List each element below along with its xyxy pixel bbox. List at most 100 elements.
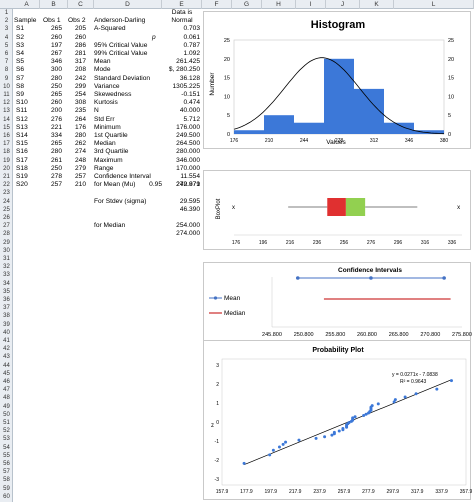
row-header-11[interactable]: 11 (3, 92, 10, 98)
stat-value[interactable]: 40.000 (179, 107, 200, 115)
column-header-l[interactable]: L (394, 0, 474, 9)
data-is-normal-line1[interactable]: Data is (171, 9, 193, 16)
row-header-5[interactable]: 5 (4, 42, 9, 49)
obs2-value[interactable]: 262 (74, 140, 86, 148)
boxplot-chart[interactable]: BoxPlot x x 176 196 216 236 256 276 296 316 336 (203, 170, 471, 250)
stat-label[interactable]: Maximum (94, 156, 123, 164)
row-header-8[interactable]: 8 (4, 67, 9, 74)
obs1-value[interactable]: 276 (50, 115, 62, 123)
column-header-b[interactable]: B (40, 0, 68, 9)
row-header-3[interactable]: 3 (4, 26, 9, 33)
obs1-value[interactable]: 280 (50, 148, 62, 156)
obs1-value[interactable]: 265 (50, 91, 62, 98)
confidence-intervals-chart[interactable]: Confidence Intervals Mean Median 245.800… (203, 262, 472, 342)
sample-name[interactable]: S9 (16, 91, 25, 98)
row-header-51[interactable]: 51 (3, 420, 10, 426)
header-obs1[interactable]: Obs 1 (43, 17, 61, 25)
row-header-28[interactable]: 28 (3, 231, 10, 238)
row-header-21[interactable]: 21 (3, 174, 10, 180)
row-header-7[interactable]: 7 (4, 59, 9, 66)
obs2-value[interactable]: 210 (74, 181, 86, 189)
sample-name[interactable]: S18 (16, 164, 28, 172)
sample-name[interactable]: S19 (16, 173, 28, 180)
column-header-g[interactable]: G (232, 0, 262, 9)
sample-name[interactable]: S16 (16, 148, 28, 156)
stat-value[interactable]: 1305.225 (172, 82, 200, 90)
obs2-value[interactable]: 280 (74, 132, 86, 139)
sample-name[interactable]: S8 (16, 82, 25, 90)
row-header-18[interactable]: 18 (3, 149, 10, 156)
obs1-value[interactable]: 250 (50, 82, 62, 90)
obs2-value[interactable]: 279 (74, 164, 86, 172)
column-header-i[interactable]: I (296, 0, 326, 9)
row-header-6[interactable]: 6 (4, 51, 9, 57)
row-header-52[interactable]: 52 (3, 428, 10, 435)
header-anderson-darling[interactable]: Anderson-Darling (94, 17, 146, 25)
stat-label[interactable]: Minimum (94, 123, 121, 131)
obs1-value[interactable]: 334 (50, 132, 62, 139)
column-header-h[interactable]: H (262, 0, 296, 9)
row-header-50[interactable]: 50 (3, 411, 10, 418)
row-header-23[interactable]: 23 (3, 190, 10, 197)
sample-name[interactable]: S2 (16, 33, 25, 41)
row-header-4[interactable]: 4 (4, 34, 9, 41)
row-header-37[interactable]: 37 (3, 305, 10, 312)
stat-label[interactable]: 1st Quartile (94, 132, 128, 139)
stat-value[interactable]: 5.712 (183, 115, 200, 123)
sample-name[interactable]: S13 (16, 123, 28, 131)
row-header-53[interactable]: 53 (3, 436, 10, 443)
column-header-e[interactable]: E (162, 0, 202, 9)
obs1-value[interactable]: 200 (50, 107, 62, 115)
row-header-9[interactable]: 9 (4, 75, 9, 82)
confidence-level[interactable]: 0.95 (149, 181, 162, 189)
row-header-24[interactable]: 24 (3, 198, 10, 205)
stat-label[interactable]: 95% Critical Value (94, 41, 148, 49)
row-header-55[interactable]: 55 (3, 452, 10, 459)
row-header-15[interactable]: 15 (3, 124, 10, 131)
stat-label[interactable]: Std Err (94, 115, 115, 123)
obs1-value[interactable]: 278 (50, 173, 62, 180)
sample-name[interactable]: S7 (16, 74, 25, 82)
histogram-chart[interactable]: Histogram Values Number 25 25 20 20 15 15 10 10… (203, 11, 471, 149)
obs2-value[interactable]: 317 (74, 58, 86, 66)
row-header-59[interactable]: 59 (3, 485, 10, 492)
row-header-34[interactable]: 34 (3, 280, 10, 287)
stat-value[interactable]: 261.425 (176, 58, 200, 66)
sample-name[interactable]: S12 (16, 115, 28, 123)
row-header-27[interactable]: 27 (3, 223, 10, 230)
stat-value[interactable]: 0.787 (183, 41, 200, 49)
column-header-k[interactable]: K (360, 0, 394, 9)
stat-value[interactable]: 11.554 (180, 173, 200, 180)
row-header-39[interactable]: 39 (3, 321, 10, 328)
row-header-10[interactable]: 10 (3, 83, 10, 90)
obs1-value[interactable]: 267 (50, 50, 62, 57)
stat-label[interactable]: Standard Deviation (94, 74, 151, 82)
stat-label[interactable]: Variance (94, 82, 120, 90)
row-header-56[interactable]: 56 (3, 461, 10, 467)
row-header-33[interactable]: 33 (3, 272, 10, 279)
stat-value[interactable]: 0.703 (183, 25, 200, 33)
row-header-54[interactable]: 54 (3, 444, 10, 451)
row-header-25[interactable]: 25 (3, 206, 10, 213)
stat-label[interactable]: Kurtosis (94, 99, 118, 107)
column-header-f[interactable]: F (202, 0, 232, 9)
row-header-22[interactable]: 22 (3, 182, 10, 189)
obs2-value[interactable]: 257 (74, 173, 86, 180)
sample-name[interactable]: S1 (16, 25, 25, 33)
row-header-43[interactable]: 43 (3, 354, 10, 361)
stat-label[interactable]: A-Squared (94, 25, 126, 33)
median-ci-label[interactable]: for Median (94, 222, 126, 230)
stat-label[interactable]: Range (94, 164, 114, 172)
row-header-60[interactable]: 60 (3, 493, 10, 500)
sample-name[interactable]: S3 (16, 41, 25, 49)
row-header-45[interactable]: 45 (3, 370, 10, 377)
stat-value[interactable]: -0.151 (181, 91, 200, 98)
obs1-value[interactable]: 300 (50, 66, 62, 74)
stat-label[interactable]: N (94, 107, 99, 115)
stat-value[interactable]: 1.092 (183, 50, 200, 57)
stat-value[interactable]: 280.000 (176, 148, 200, 156)
row-header-26[interactable]: 26 (3, 215, 10, 221)
obs2-value[interactable]: 264 (74, 115, 86, 123)
sample-name[interactable]: S17 (16, 156, 28, 164)
header-obs2[interactable]: Obs 2 (68, 17, 86, 25)
